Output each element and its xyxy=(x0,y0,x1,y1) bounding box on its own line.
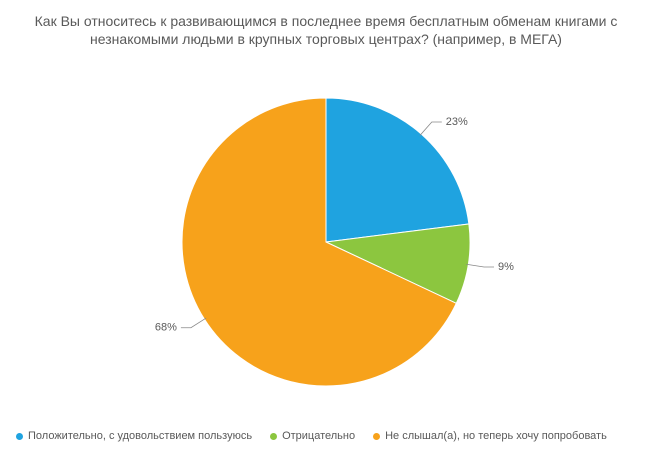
legend-item: Положительно, с удовольствием пользуюсь xyxy=(16,430,252,442)
leader-line xyxy=(466,263,495,268)
legend-marker xyxy=(270,432,278,440)
data-label: 68% xyxy=(155,322,177,334)
legend-item: Отрицательно xyxy=(270,430,355,442)
chart-title: Как Вы относитесь к развивающимся в посл… xyxy=(34,13,618,47)
legend-marker xyxy=(16,432,23,440)
legend-label: Отрицательно xyxy=(282,430,356,442)
legend-label: Не слышал(а), но теперь хочу попробовать xyxy=(385,430,607,442)
legend: Положительно, с удовольствием пользуюсь О… xyxy=(16,430,646,442)
legend-label: Положительно, с удовольствием пользуюсь xyxy=(28,430,253,442)
data-label: 9% xyxy=(498,261,514,273)
legend-marker xyxy=(373,432,381,440)
leader-line xyxy=(180,317,207,329)
data-label: 23% xyxy=(446,116,468,128)
legend-item: Не слышал(а), но теперь хочу попробовать xyxy=(373,430,607,442)
leader-line xyxy=(419,121,442,136)
